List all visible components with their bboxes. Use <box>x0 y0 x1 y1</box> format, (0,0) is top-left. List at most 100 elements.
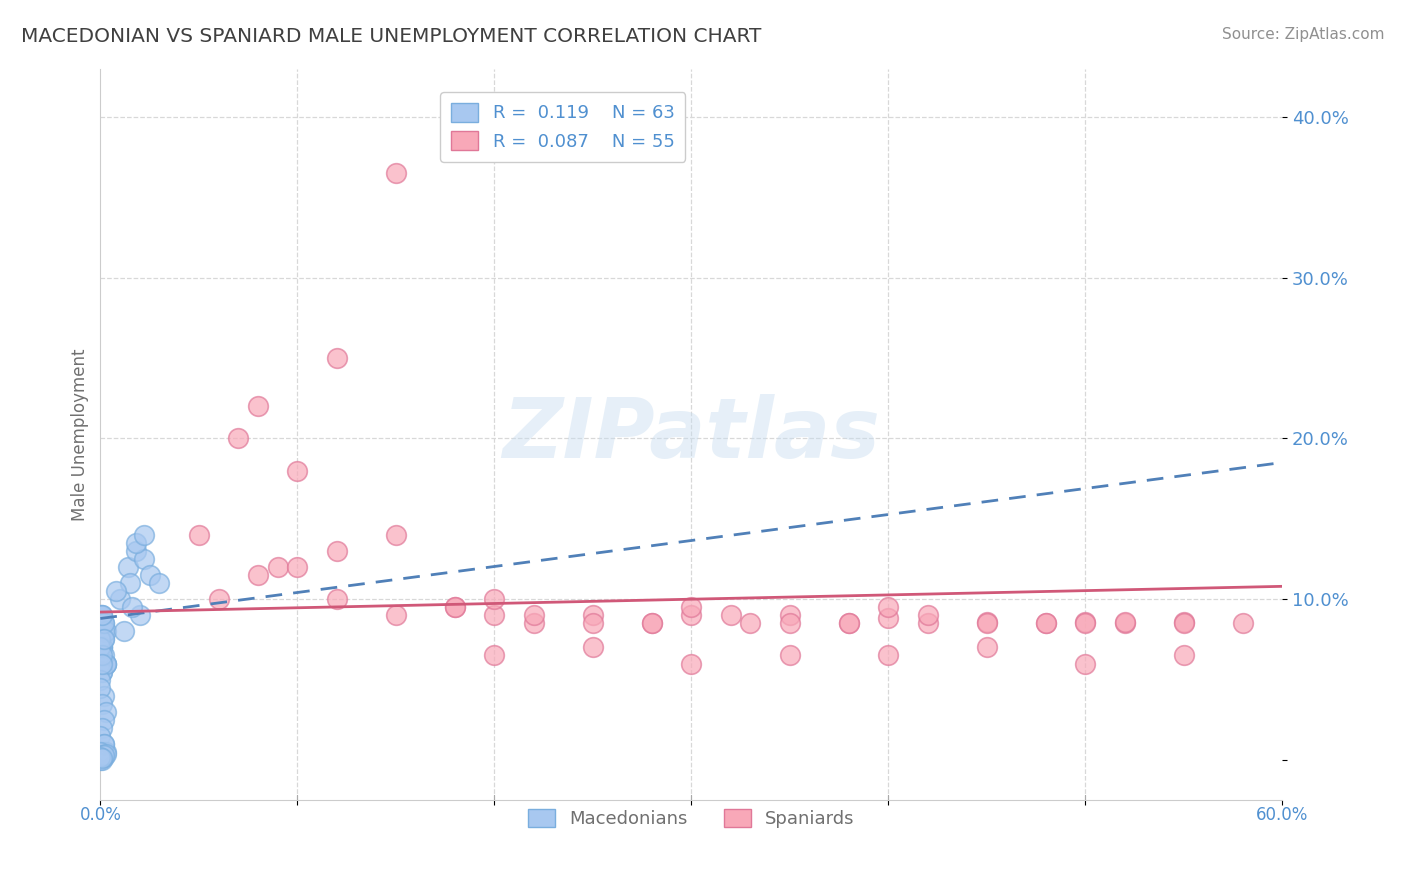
Point <box>93 713 115 727</box>
Point <box>91 657 114 671</box>
Point <box>720 608 742 623</box>
Point <box>246 399 269 413</box>
Point <box>325 351 347 365</box>
Point <box>89 673 111 687</box>
Point <box>93 632 115 647</box>
Point <box>877 611 900 625</box>
Point <box>121 600 143 615</box>
Point <box>641 616 664 631</box>
Text: 0.0%: 0.0% <box>79 805 121 823</box>
Point <box>93 648 115 663</box>
Point <box>89 681 111 695</box>
Point <box>89 753 111 767</box>
Point <box>976 616 998 631</box>
Point <box>1035 616 1057 631</box>
Point <box>93 616 115 631</box>
Point <box>91 648 114 663</box>
Point <box>148 576 170 591</box>
Point <box>582 616 605 631</box>
Point <box>444 600 467 615</box>
Point <box>877 648 900 663</box>
Point <box>838 616 860 631</box>
Point <box>779 648 801 663</box>
Point <box>740 616 762 631</box>
Point <box>325 544 347 558</box>
Point <box>93 749 115 764</box>
Point <box>108 592 131 607</box>
Point <box>285 560 308 574</box>
Point <box>91 608 114 623</box>
Point <box>91 608 114 623</box>
Point <box>1173 648 1195 663</box>
Point <box>93 689 115 703</box>
Point <box>96 657 118 671</box>
Point <box>246 568 269 582</box>
Point <box>91 640 114 655</box>
Point <box>91 640 114 655</box>
Point <box>1035 616 1057 631</box>
Point <box>125 544 148 558</box>
Point <box>681 657 703 671</box>
Text: Source: ZipAtlas.com: Source: ZipAtlas.com <box>1222 27 1385 42</box>
Point <box>93 624 115 639</box>
Point <box>93 737 115 751</box>
Point <box>484 592 506 607</box>
Point <box>385 528 408 542</box>
Point <box>96 745 118 759</box>
Point <box>117 560 139 574</box>
Point <box>91 745 114 759</box>
Point <box>89 632 111 647</box>
Point <box>385 608 408 623</box>
Text: ZIPatlas: ZIPatlas <box>502 394 880 475</box>
Point <box>96 657 118 671</box>
Point <box>285 464 308 478</box>
Point <box>917 616 939 631</box>
Legend: Macedonians, Spaniards: Macedonians, Spaniards <box>520 801 862 835</box>
Point <box>93 748 115 763</box>
Point <box>138 568 160 582</box>
Point <box>93 737 115 751</box>
Point <box>91 616 114 631</box>
Point <box>112 624 135 639</box>
Point <box>1114 616 1136 631</box>
Point <box>96 624 118 639</box>
Point <box>484 608 506 623</box>
Point <box>976 640 998 655</box>
Point <box>91 665 114 679</box>
Point <box>187 528 209 542</box>
Point <box>132 552 155 566</box>
Point <box>132 528 155 542</box>
Point <box>89 648 111 663</box>
Text: 60.0%: 60.0% <box>1256 805 1309 823</box>
Point <box>128 608 150 623</box>
Point <box>266 560 288 574</box>
Point <box>93 624 115 639</box>
Point <box>91 753 114 767</box>
Point <box>89 657 111 671</box>
Point <box>89 729 111 743</box>
Point <box>1173 616 1195 631</box>
Point <box>582 640 605 655</box>
Point <box>93 632 115 647</box>
Point <box>917 608 939 623</box>
Point <box>89 749 111 764</box>
Point <box>779 616 801 631</box>
Point <box>89 648 111 663</box>
Point <box>1114 615 1136 629</box>
Point <box>779 608 801 623</box>
Point <box>91 751 114 765</box>
Point <box>207 592 229 607</box>
Point <box>89 640 111 655</box>
Point <box>93 616 115 631</box>
Point <box>838 616 860 631</box>
Point <box>1173 615 1195 629</box>
Point <box>105 584 128 599</box>
Point <box>91 665 114 679</box>
Point <box>1074 616 1097 631</box>
Point <box>118 576 141 591</box>
Point <box>226 431 249 445</box>
Point <box>1232 616 1254 631</box>
Point <box>484 648 506 663</box>
Point <box>523 608 546 623</box>
Point <box>91 748 114 763</box>
